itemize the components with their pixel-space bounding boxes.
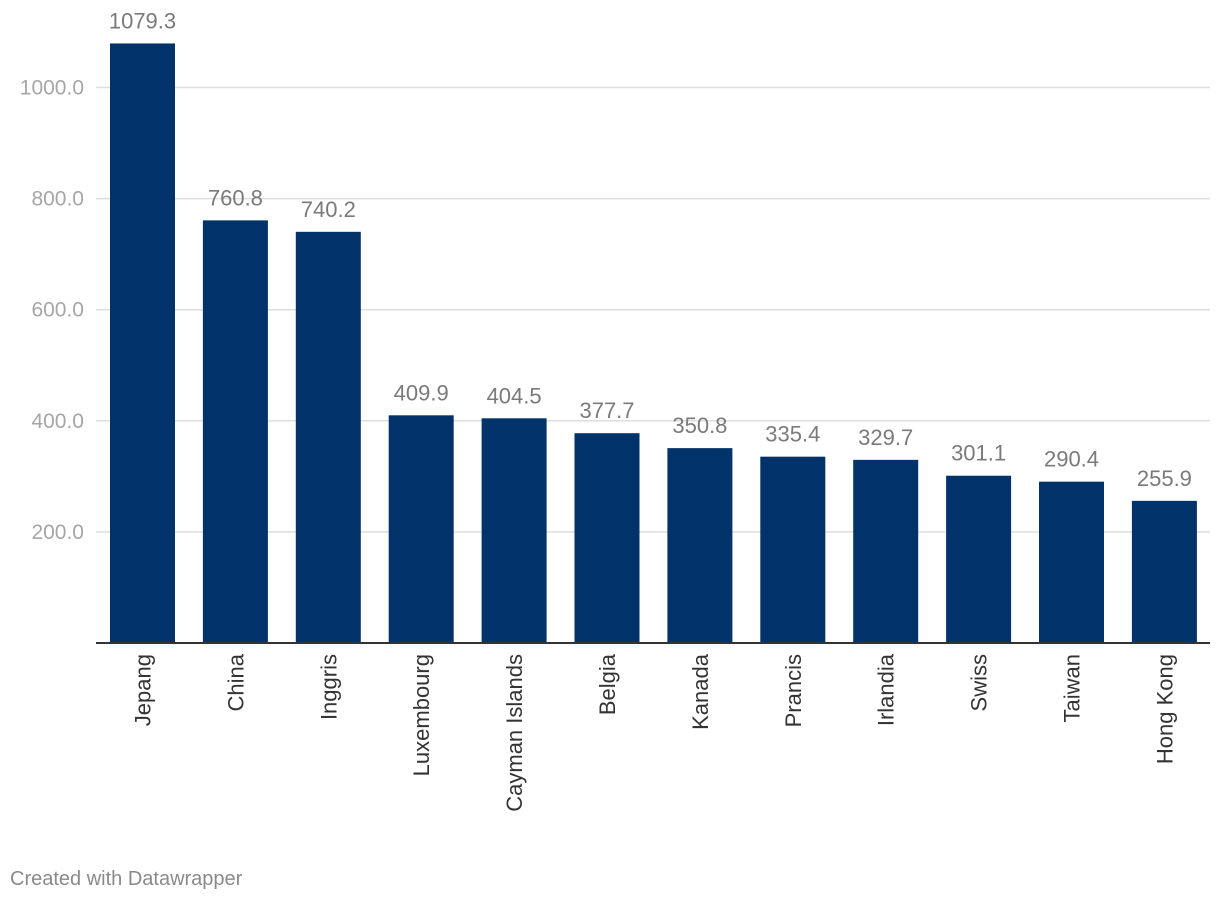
category-label: Prancis (781, 654, 806, 727)
gridlines (96, 86, 1210, 533)
value-label: 377.7 (579, 398, 634, 423)
labels: 200.0 400.0 600.0 800.0 1000.0 1079.3 Jepang 76… (20, 8, 1192, 811)
value-label: 290.4 (1044, 447, 1099, 472)
bar (946, 475, 1012, 643)
value-label: 740.2 (301, 197, 356, 222)
bar (295, 231, 361, 643)
y-tick-label: 400.0 (31, 410, 84, 433)
value-label: 1079.3 (109, 8, 176, 33)
category-label: Kanada (688, 653, 713, 730)
bar (1131, 500, 1197, 643)
value-label: 760.8 (208, 185, 263, 210)
value-label: 301.1 (951, 441, 1006, 466)
value-label: 350.8 (672, 413, 727, 438)
value-label: 404.5 (487, 383, 542, 408)
y-tick-label: 200.0 (31, 521, 84, 544)
credit-text: Created with Datawrapper (10, 868, 243, 890)
category-label: Belgia (595, 653, 620, 715)
y-tick-label: 600.0 (31, 299, 84, 322)
bar (574, 433, 640, 643)
bar (760, 456, 826, 643)
category-label: Hong Kong (1152, 654, 1177, 764)
bar (481, 418, 547, 643)
y-tick-label: 1000.0 (20, 77, 84, 100)
category-label: Swiss (967, 654, 992, 711)
bar (667, 448, 733, 643)
value-label: 409.9 (394, 380, 449, 405)
value-label: 335.4 (765, 422, 820, 447)
bar (202, 220, 268, 643)
bars (110, 43, 1197, 643)
y-tick-label: 800.0 (31, 188, 84, 211)
category-label: Taiwan (1060, 654, 1085, 722)
bar (1039, 481, 1104, 643)
value-label: 255.9 (1137, 466, 1192, 491)
category-label: Luxembourg (409, 654, 434, 776)
category-label: Inggris (316, 654, 341, 720)
category-label: Jepang (131, 654, 156, 726)
category-label: China (223, 653, 248, 711)
bar (388, 415, 454, 643)
bar (110, 43, 175, 643)
category-label: Cayman Islands (502, 654, 527, 812)
bar (853, 459, 919, 643)
category-label: Irlandia (874, 653, 899, 726)
value-label: 329.7 (858, 425, 913, 450)
